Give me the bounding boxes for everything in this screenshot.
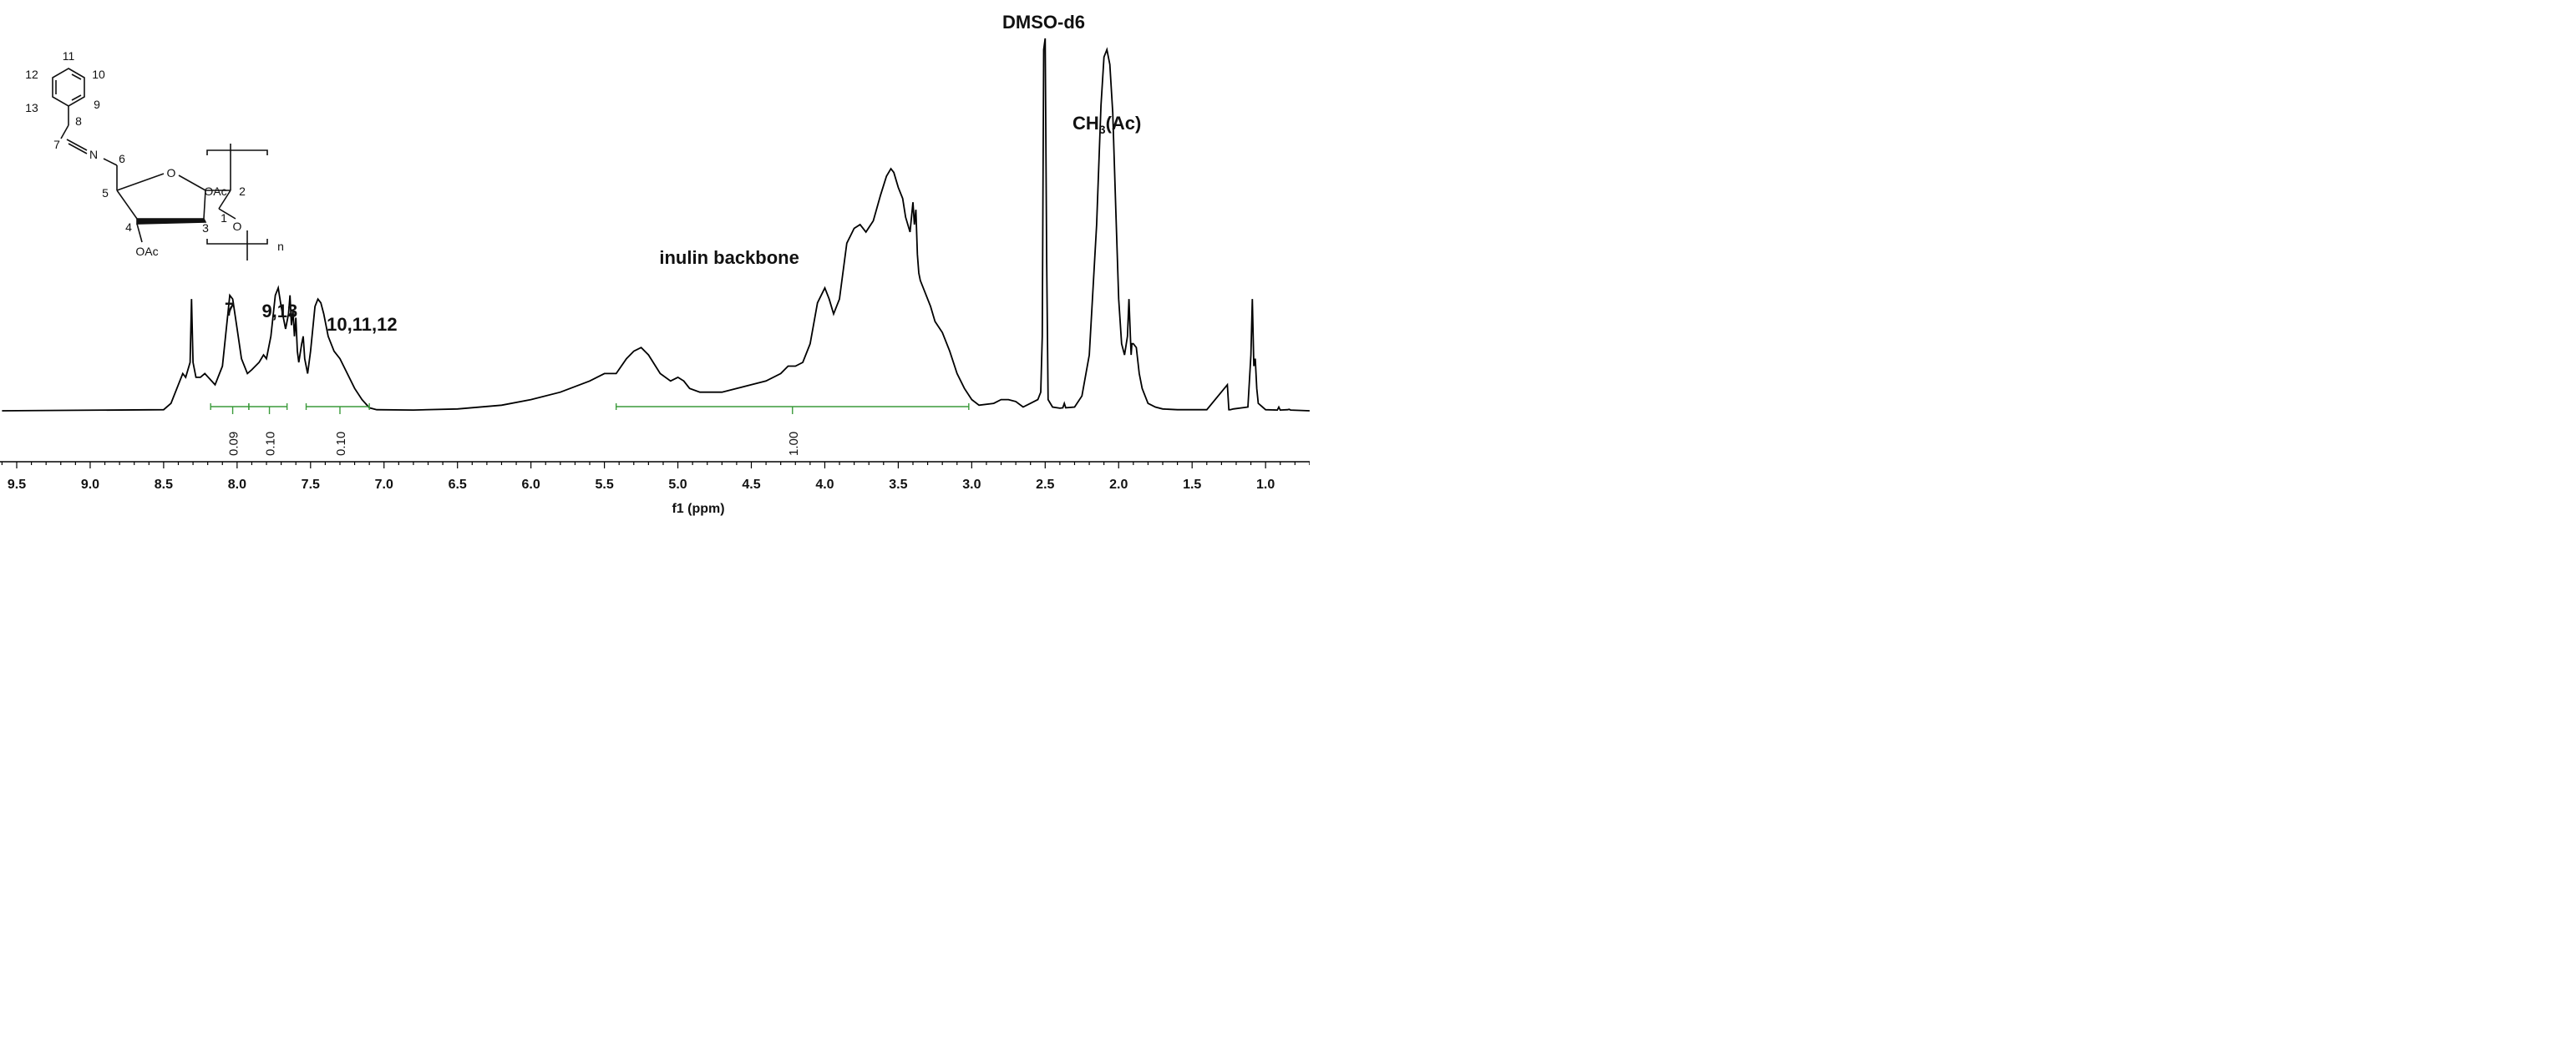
structure-atom-label: 6 (119, 152, 125, 165)
x-tick-label: 2.0 (1109, 478, 1128, 492)
x-tick-label: 9.0 (81, 478, 99, 492)
x-tick-label: 2.5 (1036, 478, 1054, 492)
x-tick-label: 1.0 (1256, 478, 1275, 492)
x-tick-label: 6.0 (522, 478, 540, 492)
molecular-structure (52, 68, 268, 261)
structure-atom-label: 13 (25, 101, 38, 114)
x-tick-label: 5.0 (668, 478, 687, 492)
integration-regions: 0.09 0.10 0.10 1.00 (210, 403, 970, 456)
x-tick-label: 8.0 (228, 478, 246, 492)
integral-value: 0.10 (264, 432, 278, 456)
x-axis-label: f1 (ppm) (672, 502, 724, 516)
x-tick-label: 1.5 (1183, 478, 1201, 492)
peak-annotation: 10,11,12 (327, 314, 397, 335)
x-axis: 9.5 9.0 8.5 8.0 7.5 7.0 6.5 6.0 5.5 5.0 4.5 4.0 3.5 3… (0, 461, 1310, 492)
integral-region: 0.09 (210, 403, 250, 456)
x-tick-label: 4.0 (815, 478, 834, 492)
structure-atom-label: 2 (239, 185, 246, 198)
spectrum-trace (2, 38, 1310, 412)
x-tick-label: 6.5 (449, 478, 467, 492)
structure-atom-label: 5 (102, 186, 109, 200)
integral-value: 0.10 (334, 432, 348, 456)
peak-annotation: CH3(Ac) (1072, 113, 1141, 136)
structure-atom-label: 11 (63, 49, 75, 63)
peak-annotation: inulin backbone (659, 247, 799, 268)
x-tick-label: 7.0 (375, 478, 393, 492)
structure-atom-label: N (89, 148, 98, 161)
structure-atom-label: 12 (25, 68, 38, 81)
structure-atom-label: 10 (92, 68, 105, 81)
x-tick-label: 8.5 (155, 478, 173, 492)
integral-region: 0.10 (248, 403, 288, 456)
structure-atom-label: 9 (94, 98, 100, 111)
peak-annotations: 7 9,13 10,11,12 inulin backbone DMSO-d6 CH3(A… (225, 12, 1141, 335)
peak-annotation: DMSO-d6 (1002, 12, 1085, 33)
x-tick-label: 3.0 (962, 478, 981, 492)
structure-atom-label: OAc (135, 245, 158, 258)
x-tick-label: 9.5 (8, 478, 26, 492)
x-tick-label: 7.5 (302, 478, 320, 492)
spectrum-plot (2, 38, 1310, 412)
peak-annotation: 7 (225, 299, 235, 320)
structure-atom-label: O (167, 166, 176, 180)
structure-atom-label: 8 (75, 114, 82, 128)
integral-value: 1.00 (787, 432, 801, 456)
x-tick-label: 4.5 (742, 478, 760, 492)
integral-value: 0.09 (227, 432, 241, 456)
structure-atom-label: n (277, 240, 284, 253)
x-tick-label: 3.5 (889, 478, 907, 492)
structure-atom-label: O (233, 220, 242, 233)
structure-atom-label: OAc (204, 185, 226, 198)
peak-annotation: 9,13 (261, 301, 297, 321)
structure-atom-label: 7 (53, 138, 60, 151)
x-tick-label: 5.5 (595, 478, 613, 492)
integral-region: 1.00 (615, 403, 970, 456)
structure-atom-label: 1 (221, 211, 227, 225)
structure-atom-label: 3 (202, 221, 209, 235)
structure-atom-label: 4 (125, 220, 132, 234)
integral-region: 0.10 (305, 403, 370, 456)
